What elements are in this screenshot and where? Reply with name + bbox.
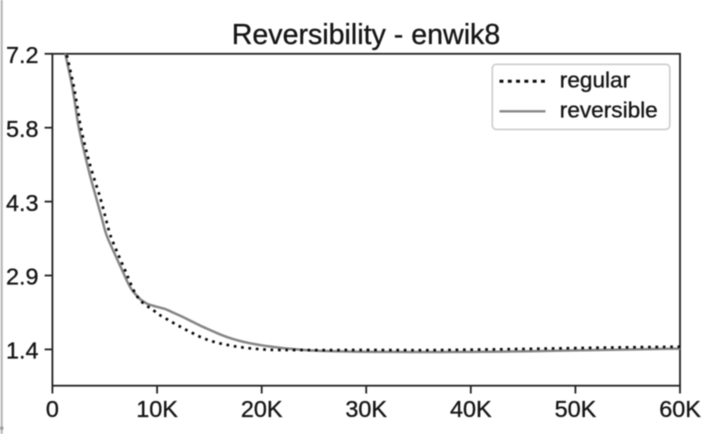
svg-text:50K: 50K — [555, 396, 597, 422]
svg-text:7.2: 7.2 — [6, 42, 39, 68]
svg-text:4.3: 4.3 — [6, 190, 39, 216]
svg-text:1.4: 1.4 — [6, 338, 39, 364]
svg-text:20K: 20K — [241, 396, 283, 422]
svg-text:5.8: 5.8 — [6, 116, 39, 142]
svg-text:Reversibility - enwik8: Reversibility - enwik8 — [232, 19, 501, 51]
svg-text:regular: regular — [560, 68, 631, 93]
svg-text:2.9: 2.9 — [6, 264, 39, 290]
svg-text:0: 0 — [46, 396, 59, 422]
svg-text:40K: 40K — [450, 396, 492, 422]
svg-text:60K: 60K — [659, 396, 701, 422]
svg-text:10K: 10K — [136, 396, 178, 422]
svg-text:reversible: reversible — [560, 98, 658, 123]
svg-text:30K: 30K — [345, 396, 387, 422]
